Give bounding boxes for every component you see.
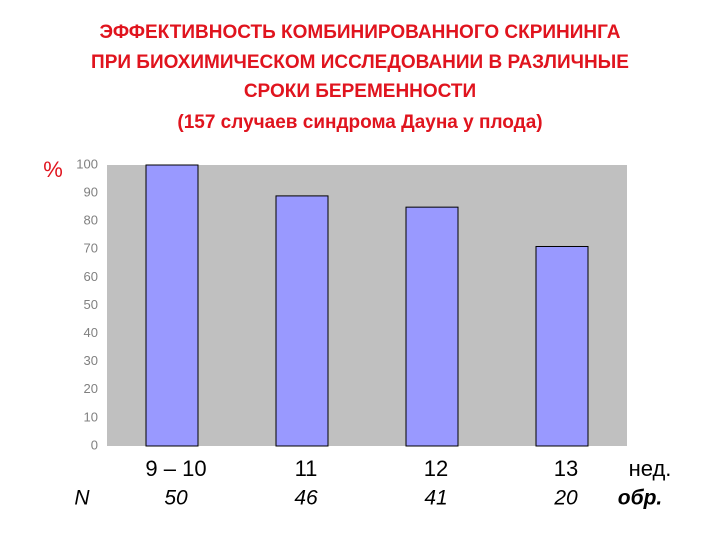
- y-tick-label: 20: [84, 381, 98, 396]
- sample-label: N: [74, 487, 90, 510]
- x-tick-label: 13: [554, 456, 578, 481]
- y-tick-label: 100: [76, 156, 98, 171]
- bar: [405, 206, 459, 447]
- x-unit: нед.: [629, 456, 672, 481]
- chart-title: ЭФФЕКТИВНОСТЬ КОМБИНИРОВАННОГО СКРИНИНГА: [100, 22, 621, 43]
- y-tick-label: 80: [84, 213, 98, 228]
- y-tick-label: 50: [84, 297, 98, 312]
- bar: [275, 195, 329, 447]
- y-tick-label: 30: [84, 353, 98, 368]
- y-axis-label: %: [43, 157, 63, 182]
- x-tick-label: 11: [295, 456, 318, 481]
- y-tick-label: 0: [91, 437, 98, 452]
- x-tick-label: 12: [424, 456, 448, 481]
- y-tick-label: 10: [84, 409, 98, 424]
- y-tick-label: 90: [84, 185, 98, 200]
- chart-title: СРОКИ БЕРЕМЕННОСТИ: [244, 81, 476, 102]
- bar: [535, 245, 589, 447]
- chart-title: ПРИ БИОХИМИЧЕСКОМ ИССЛЕДОВАНИИ В РАЗЛИЧН…: [91, 52, 629, 73]
- sample-count: 46: [294, 487, 318, 510]
- x-tick-label: 9 – 10: [145, 456, 206, 481]
- sample-count: 50: [164, 487, 188, 510]
- bar: [145, 164, 199, 447]
- y-tick-label: 60: [84, 269, 98, 284]
- chart-subtitle: (157 случаев синдрома Дауна у плода): [177, 112, 542, 133]
- sample-count: 20: [553, 487, 578, 510]
- y-tick-label: 40: [84, 325, 98, 340]
- sample-count: 41: [424, 487, 447, 510]
- sample-unit: обр.: [618, 487, 663, 510]
- y-tick-label: 70: [84, 241, 98, 256]
